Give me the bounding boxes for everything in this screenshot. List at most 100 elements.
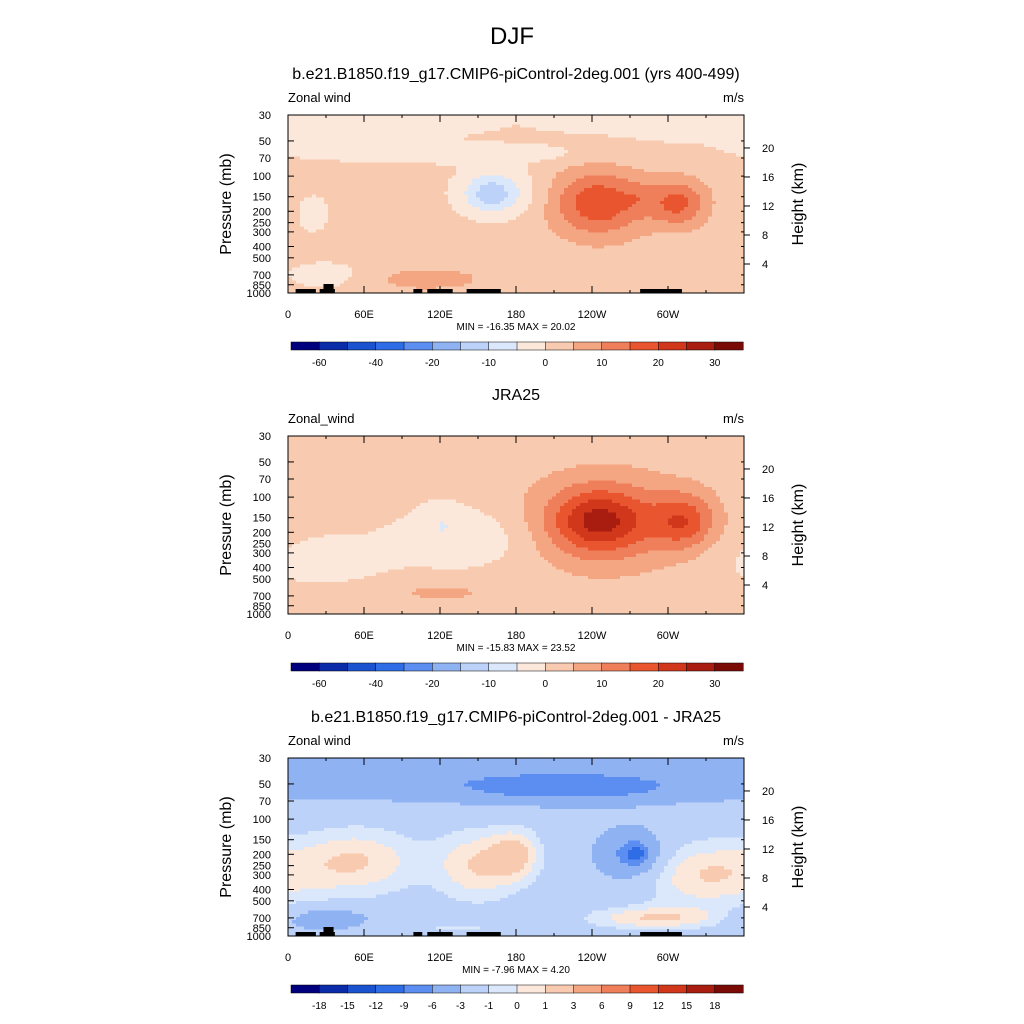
field-cell: [616, 184, 621, 189]
field-cell: [656, 121, 661, 126]
field-cell: [512, 191, 517, 196]
field-cell: [524, 238, 529, 243]
field-cell: [392, 181, 397, 186]
field-cell: [492, 127, 497, 132]
field-cell: [536, 153, 541, 157]
field-cell: [600, 238, 605, 243]
field-cell: [352, 242, 357, 246]
field-cell: [304, 169, 309, 173]
field-cell: [724, 232, 729, 237]
field-cell: [680, 248, 685, 253]
field-cell: [560, 172, 565, 176]
field-cell: [668, 153, 673, 157]
field-cell: [304, 156, 309, 161]
field-cell: [336, 200, 341, 205]
field-cell: [736, 248, 741, 253]
field-cell: [316, 248, 321, 253]
field-cell: [668, 165, 673, 170]
field-cell: [656, 213, 661, 218]
field-cell: [672, 178, 677, 183]
field-cell: [336, 238, 341, 243]
field-cell: [528, 181, 533, 186]
field-cell: [344, 200, 349, 205]
field-cell: [736, 153, 741, 157]
field-cell: [476, 156, 481, 161]
field-cell: [704, 140, 709, 145]
field-cell: [532, 232, 537, 237]
field-cell: [388, 146, 393, 151]
field-cell: [568, 197, 573, 202]
field-cell: [320, 229, 325, 234]
field-cell: [308, 115, 313, 119]
field-cell: [356, 146, 361, 151]
field-cell: [596, 216, 601, 221]
field-cell: [288, 172, 293, 176]
field-cell: [520, 175, 525, 180]
field-cell: [544, 213, 549, 218]
field-cell: [496, 149, 501, 154]
field-cell: [480, 216, 485, 221]
field-cell: [296, 204, 301, 208]
field-cell: [372, 181, 377, 186]
field-cell: [656, 184, 661, 189]
field-cell: [492, 124, 497, 129]
field-cell: [644, 248, 649, 253]
field-cell: [508, 140, 513, 145]
field-cell: [716, 140, 721, 145]
field-cell: [576, 130, 581, 135]
field-cell: [568, 143, 573, 148]
field-cell: [392, 162, 397, 167]
field-cell: [384, 127, 389, 132]
field-cell: [564, 191, 569, 196]
field-cell: [292, 184, 297, 189]
field-cell: [328, 223, 333, 227]
field-cell: [596, 146, 601, 151]
field-cell: [332, 146, 337, 151]
field-cell: [460, 216, 465, 221]
field-cell: [320, 130, 325, 135]
field-cell: [312, 210, 317, 215]
field-cell: [680, 178, 685, 183]
field-cell: [636, 242, 641, 246]
field-cell: [512, 248, 517, 253]
field-cell: [368, 127, 373, 132]
field-cell: [628, 181, 633, 186]
field-cell: [540, 172, 545, 176]
field-cell: [452, 162, 457, 167]
field-cell: [632, 194, 637, 199]
field-cell: [556, 149, 561, 154]
field-cell: [712, 146, 717, 151]
field-cell: [428, 216, 433, 221]
field-cell: [472, 194, 477, 199]
field-cell: [520, 194, 525, 199]
field-cell: [376, 251, 381, 256]
field-cell: [664, 184, 669, 189]
field-cell: [640, 226, 645, 231]
field-cell: [344, 115, 349, 119]
field-cell: [628, 226, 633, 231]
field-cell: [700, 184, 705, 189]
field-cell: [636, 156, 641, 161]
field-cell: [532, 149, 537, 154]
field-cell: [716, 232, 721, 237]
field-cell: [620, 242, 625, 246]
field-cell: [400, 172, 405, 176]
field-cell: [660, 194, 665, 199]
field-cell: [568, 162, 573, 167]
field-cell: [312, 156, 317, 161]
field-cell: [440, 235, 445, 240]
field-cell: [596, 178, 601, 183]
field-cell: [400, 245, 405, 250]
field-cell: [532, 175, 537, 180]
field-cell: [740, 115, 744, 119]
field-cell: [524, 242, 529, 246]
field-cell: [520, 118, 525, 122]
field-cell: [452, 153, 457, 157]
field-cell: [352, 219, 357, 224]
field-cell: [664, 210, 669, 215]
field-cell: [424, 162, 429, 167]
field-cell: [412, 200, 417, 205]
field-cell: [304, 165, 309, 170]
field-cell: [608, 223, 613, 227]
field-cell: [380, 242, 385, 246]
